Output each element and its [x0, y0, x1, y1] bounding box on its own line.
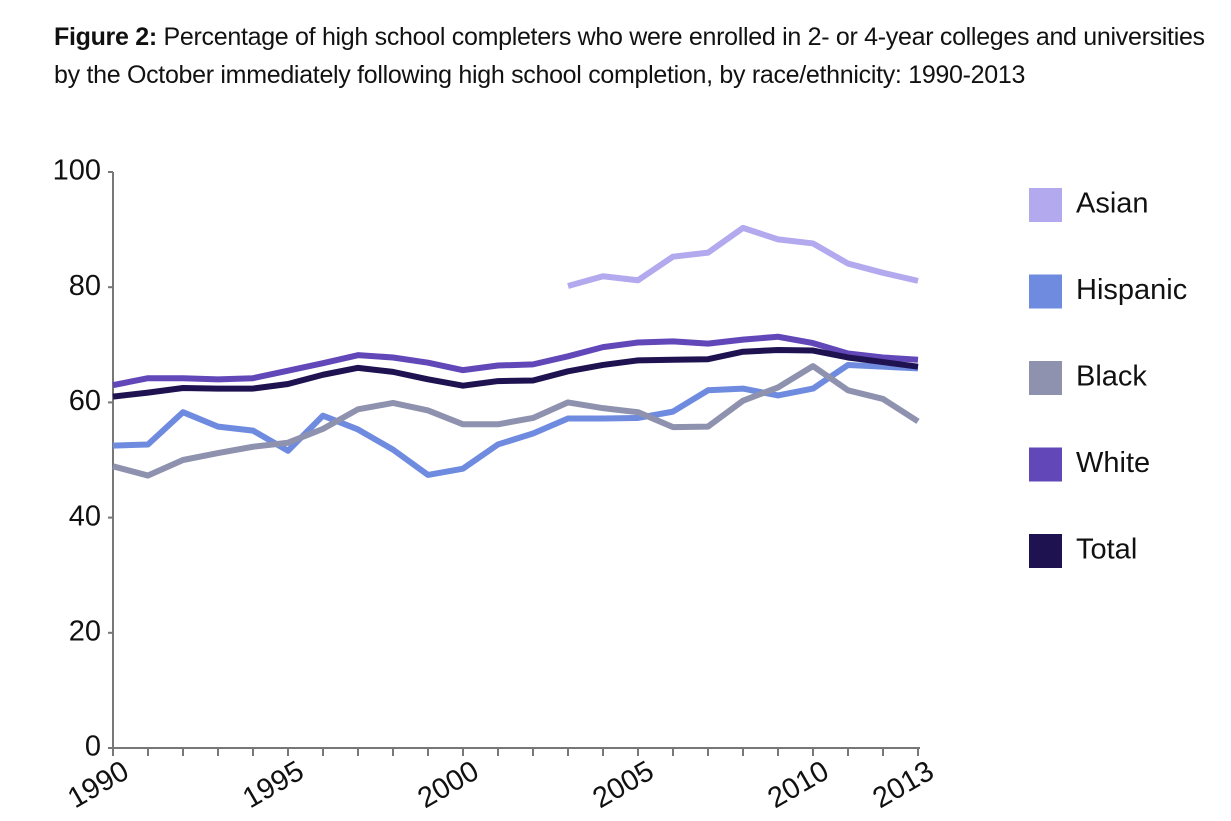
legend-swatch — [1029, 534, 1062, 568]
chart-title: Figure 2: Percentage of high school comp… — [54, 18, 1214, 94]
series-line — [112, 346, 919, 400]
title-prefix: Figure 2: — [54, 23, 157, 51]
legend-swatch — [1029, 447, 1062, 482]
legend-swatch — [1029, 361, 1062, 395]
y-tick-label: 0 — [85, 731, 101, 763]
legend-label: Black — [1076, 361, 1147, 393]
y-tick-label: 40 — [69, 500, 101, 532]
series-line — [112, 333, 919, 389]
series-line — [112, 361, 919, 478]
x-tick-label: 1990 — [62, 755, 134, 815]
y-tick-label: 100 — [53, 155, 101, 187]
x-tick-label: 2000 — [412, 755, 484, 815]
legend-swatch — [1029, 188, 1062, 222]
x-tick-label: 2005 — [587, 755, 659, 815]
y-tick-label: 80 — [69, 270, 101, 302]
x-tick-label: 1995 — [237, 755, 309, 815]
y-tick-label: 20 — [69, 615, 101, 647]
x-tick-label: 2013 — [867, 755, 939, 815]
legend-label: White — [1076, 447, 1150, 479]
y-tick-label: 60 — [69, 385, 101, 417]
legend-label: Asian — [1076, 188, 1149, 220]
legend-label: Total — [1076, 534, 1137, 566]
title-text: Percentage of high school completers who… — [54, 23, 1205, 89]
legend-swatch — [1029, 274, 1062, 309]
series-line — [567, 224, 919, 289]
series-line — [112, 363, 920, 479]
x-tick-label: 2010 — [762, 755, 834, 815]
legend-label: Hispanic — [1076, 274, 1187, 306]
